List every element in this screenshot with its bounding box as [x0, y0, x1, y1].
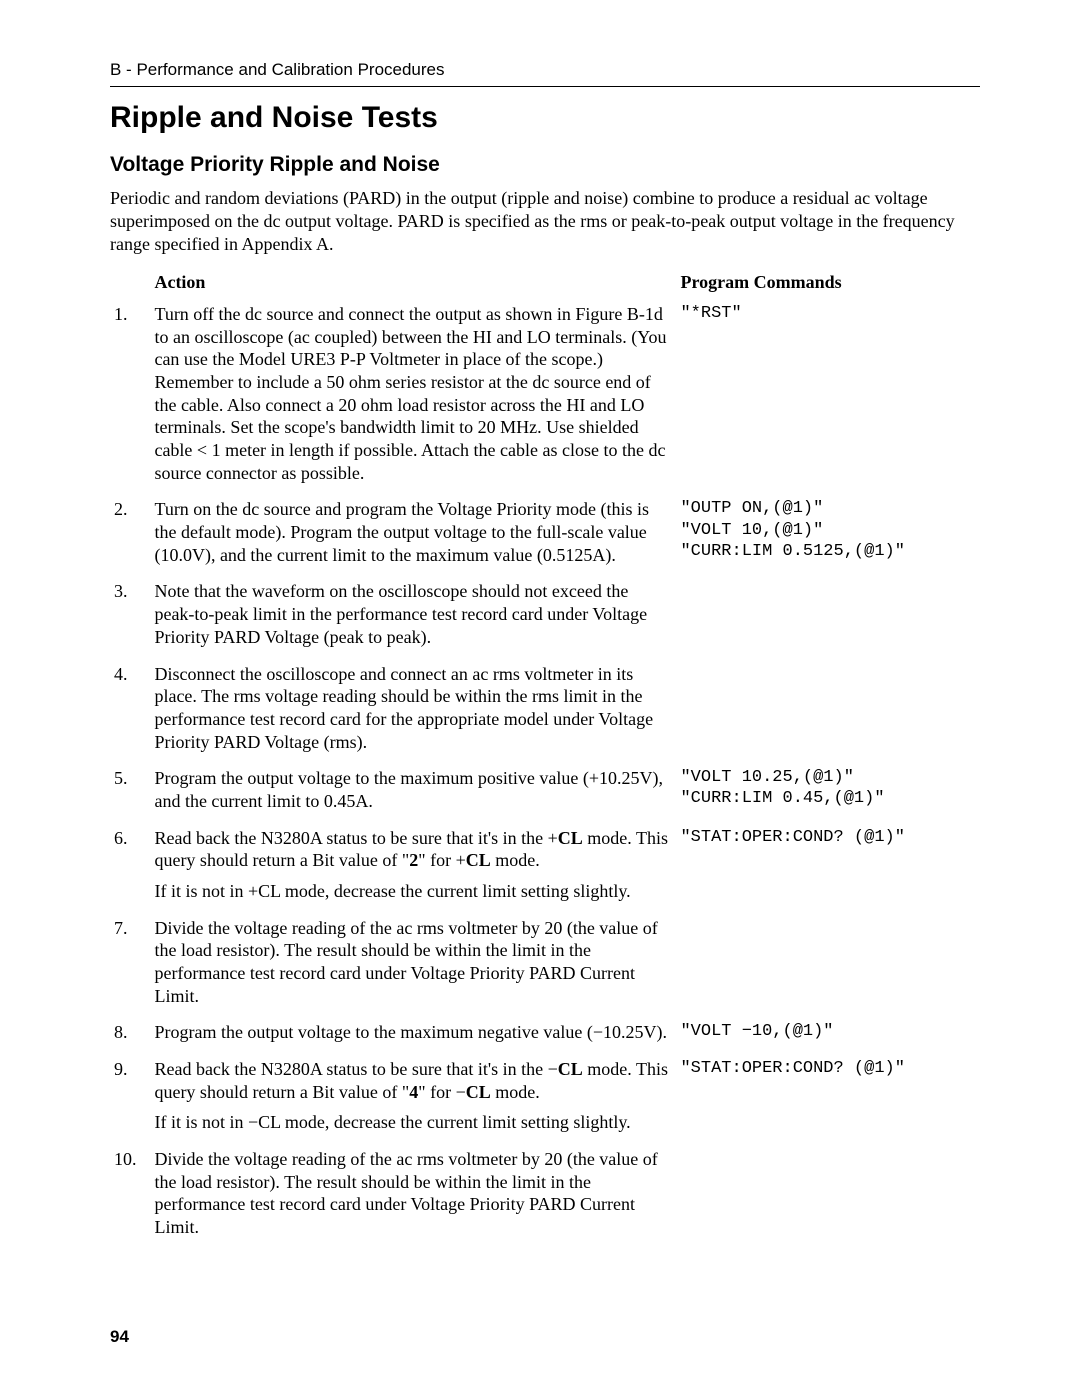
table-row: 3.Note that the waveform on the oscillos…	[110, 576, 980, 658]
page-title-h1: Ripple and Noise Tests	[110, 101, 980, 135]
page: B - Performance and Calibration Procedur…	[0, 0, 1080, 1397]
step-number: 6.	[110, 823, 150, 913]
step-sub-action: If it is not in +CL mode, decrease the c…	[154, 872, 672, 903]
table-header-row: Action Program Commands	[110, 270, 980, 299]
table-row: 8.Program the output voltage to the maxi…	[110, 1017, 980, 1054]
step-number: 5.	[110, 763, 150, 822]
steps-table: Action Program Commands 1.Turn off the d…	[110, 270, 980, 1249]
step-action: Disconnect the oscilloscope and connect …	[150, 659, 676, 764]
step-number: 8.	[110, 1017, 150, 1054]
step-number: 3.	[110, 576, 150, 658]
step-command: "STAT:OPER:COND? (@1)"	[676, 823, 980, 913]
step-action: Read back the N3280A status to be sure t…	[150, 1054, 676, 1144]
table-row: 4.Disconnect the oscilloscope and connec…	[110, 659, 980, 764]
step-number: 2.	[110, 494, 150, 576]
step-action: Turn on the dc source and program the Vo…	[150, 494, 676, 576]
step-command: "STAT:OPER:COND? (@1)"	[676, 1054, 980, 1144]
step-number: 1.	[110, 299, 150, 494]
step-command: "VOLT −10,(@1)"	[676, 1017, 980, 1054]
step-action: Program the output voltage to the maximu…	[150, 763, 676, 822]
table-row: 1.Turn off the dc source and connect the…	[110, 299, 980, 494]
steps-tbody: 1.Turn off the dc source and connect the…	[110, 299, 980, 1249]
table-row: 7.Divide the voltage reading of the ac r…	[110, 913, 980, 1018]
step-command	[676, 576, 980, 658]
step-action: Divide the voltage reading of the ac rms…	[150, 1144, 676, 1249]
step-command: "VOLT 10.25,(@1)" "CURR:LIM 0.45,(@1)"	[676, 763, 980, 822]
step-number: 7.	[110, 913, 150, 1018]
step-command: "OUTP ON,(@1)" "VOLT 10,(@1)" "CURR:LIM …	[676, 494, 980, 576]
step-action: Turn off the dc source and connect the o…	[150, 299, 676, 494]
col-header-commands: Program Commands	[676, 270, 980, 299]
table-row: 10.Divide the voltage reading of the ac …	[110, 1144, 980, 1249]
table-row: 6.Read back the N3280A status to be sure…	[110, 823, 980, 913]
step-action: Note that the waveform on the oscillosco…	[150, 576, 676, 658]
step-command: "*RST"	[676, 299, 980, 494]
table-row: 2.Turn on the dc source and program the …	[110, 494, 980, 576]
section-title-h2: Voltage Priority Ripple and Noise	[110, 153, 980, 177]
step-sub-action: If it is not in −CL mode, decrease the c…	[154, 1103, 672, 1134]
running-head: B - Performance and Calibration Procedur…	[110, 60, 980, 80]
step-command	[676, 659, 980, 764]
intro-paragraph: Periodic and random deviations (PARD) in…	[110, 187, 980, 256]
step-number: 4.	[110, 659, 150, 764]
step-number: 10.	[110, 1144, 150, 1249]
step-action: Read back the N3280A status to be sure t…	[150, 823, 676, 913]
step-command	[676, 1144, 980, 1249]
head-rule	[110, 86, 980, 87]
col-header-blank	[110, 270, 150, 299]
step-action: Divide the voltage reading of the ac rms…	[150, 913, 676, 1018]
step-command	[676, 913, 980, 1018]
table-row: 9.Read back the N3280A status to be sure…	[110, 1054, 980, 1144]
step-number: 9.	[110, 1054, 150, 1144]
table-row: 5.Program the output voltage to the maxi…	[110, 763, 980, 822]
step-action: Program the output voltage to the maximu…	[150, 1017, 676, 1054]
page-number: 94	[110, 1327, 129, 1347]
col-header-action: Action	[150, 270, 676, 299]
